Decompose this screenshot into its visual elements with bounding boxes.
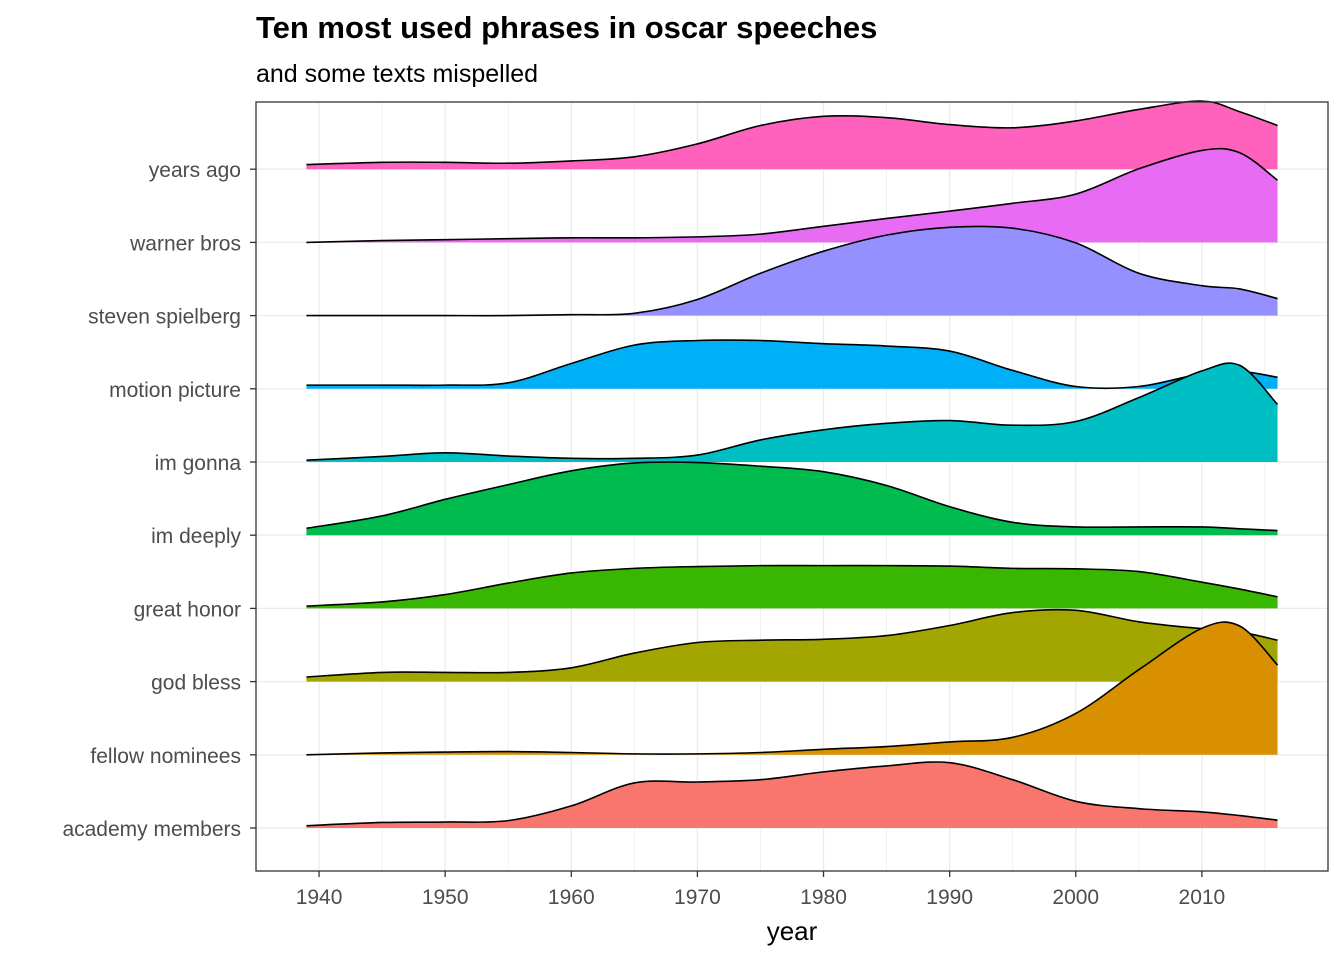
ridge-outline: [306, 225, 1278, 317]
ridge-outline: [306, 608, 1278, 678]
y-tick-label: im gonna: [155, 452, 242, 475]
x-axis-title: year: [767, 916, 818, 946]
x-axis: 1940 1950 1960 1970 1980 1990 2000 2010: [296, 871, 1226, 909]
y-tick-label: im deeply: [151, 525, 241, 548]
x-tick-label: 1940: [296, 886, 343, 909]
ridge-area: [306, 363, 1278, 462]
ridge-area: [306, 761, 1278, 828]
ridge-area: [306, 462, 1278, 536]
y-tick-label: fellow nominees: [90, 745, 241, 768]
x-tick-label: 2000: [1052, 886, 1099, 909]
y-tick-label: warner bros: [129, 232, 241, 255]
ridge-outline: [306, 461, 1278, 532]
ridge-outline: [306, 100, 1278, 166]
y-tick-label: motion picture: [109, 379, 241, 402]
x-tick-label: 1970: [674, 886, 721, 909]
x-tick-label: 2010: [1179, 886, 1226, 909]
x-tick-label: 1950: [422, 886, 469, 909]
ridge-area: [306, 622, 1278, 755]
y-axis: academy members fellow nominees god bless g…: [62, 159, 256, 841]
panel-border: [255, 101, 1329, 872]
x-tick-label: 1960: [548, 886, 595, 909]
ridge-great-honor: [306, 564, 1278, 609]
y-tick-label: steven spielberg: [88, 306, 241, 329]
ridge-academy-members: [306, 761, 1278, 828]
ridge-area: [306, 340, 1278, 389]
ridge-steven-spielberg: [306, 225, 1278, 317]
ridge-area: [306, 148, 1278, 243]
ridge-area: [306, 226, 1278, 316]
x-tick-label: 1980: [800, 886, 847, 909]
ridge-god-bless: [306, 608, 1278, 682]
ridge-outline: [306, 761, 1278, 827]
ridge-fellow-nominees: [306, 621, 1279, 756]
ridge-area: [306, 609, 1278, 682]
ridge-area: [306, 101, 1278, 170]
y-tick-label: years ago: [149, 159, 241, 182]
ridge-outline: [306, 621, 1279, 756]
ridge-im-gonna: [306, 362, 1279, 462]
ridge-area: [306, 565, 1278, 609]
ridge-outline: [306, 362, 1279, 461]
ridge-motion-picture: [306, 339, 1278, 390]
ridge-years-ago: [306, 100, 1278, 170]
y-tick-label: god bless: [151, 672, 241, 695]
ridge-outline: [306, 147, 1279, 244]
ridge-warner-bros: [306, 147, 1279, 244]
ridge-outline: [306, 564, 1278, 607]
chart-title: Ten most used phrases in oscar speeches: [256, 10, 878, 45]
density-ridges: [306, 100, 1279, 828]
y-tick-label: academy members: [62, 818, 241, 841]
chart-subtitle: and some texts mispelled: [256, 60, 539, 88]
ridge-im-deeply: [306, 461, 1278, 536]
ridge-outline: [306, 339, 1278, 390]
y-tick-label: great honor: [134, 598, 241, 621]
x-tick-label: 1990: [926, 886, 973, 909]
